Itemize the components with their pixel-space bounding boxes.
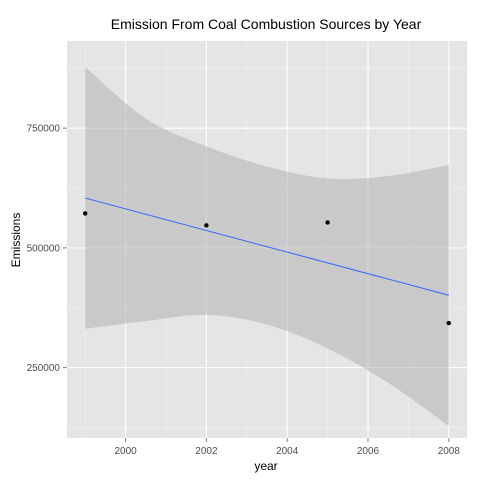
x-axis-label: year xyxy=(254,459,277,473)
x-tick-label: 2006 xyxy=(357,446,380,457)
data-points xyxy=(82,211,452,326)
y-tick-label: 250000 xyxy=(27,363,61,374)
x-tick-label: 2008 xyxy=(438,446,461,457)
x-tick-label: 2002 xyxy=(195,446,218,457)
data-point xyxy=(325,220,330,225)
y-axis-label: Emissions xyxy=(9,213,23,268)
data-point xyxy=(204,223,209,228)
x-tick-label: 2000 xyxy=(114,446,137,457)
y-tick-label: 500000 xyxy=(27,243,61,254)
x-axis-ticks: 2000 2002 2004 2006 2008 xyxy=(114,438,460,457)
x-tick-label: 2004 xyxy=(276,446,299,457)
trend-line xyxy=(85,197,449,296)
y-axis-ticks: 250000 500000 750000 xyxy=(27,124,67,374)
chart-title: Emission From Coal Combustion Sources by… xyxy=(111,16,422,32)
y-tick-label: 750000 xyxy=(27,124,61,135)
data-point xyxy=(82,211,88,216)
data-point xyxy=(446,320,452,326)
